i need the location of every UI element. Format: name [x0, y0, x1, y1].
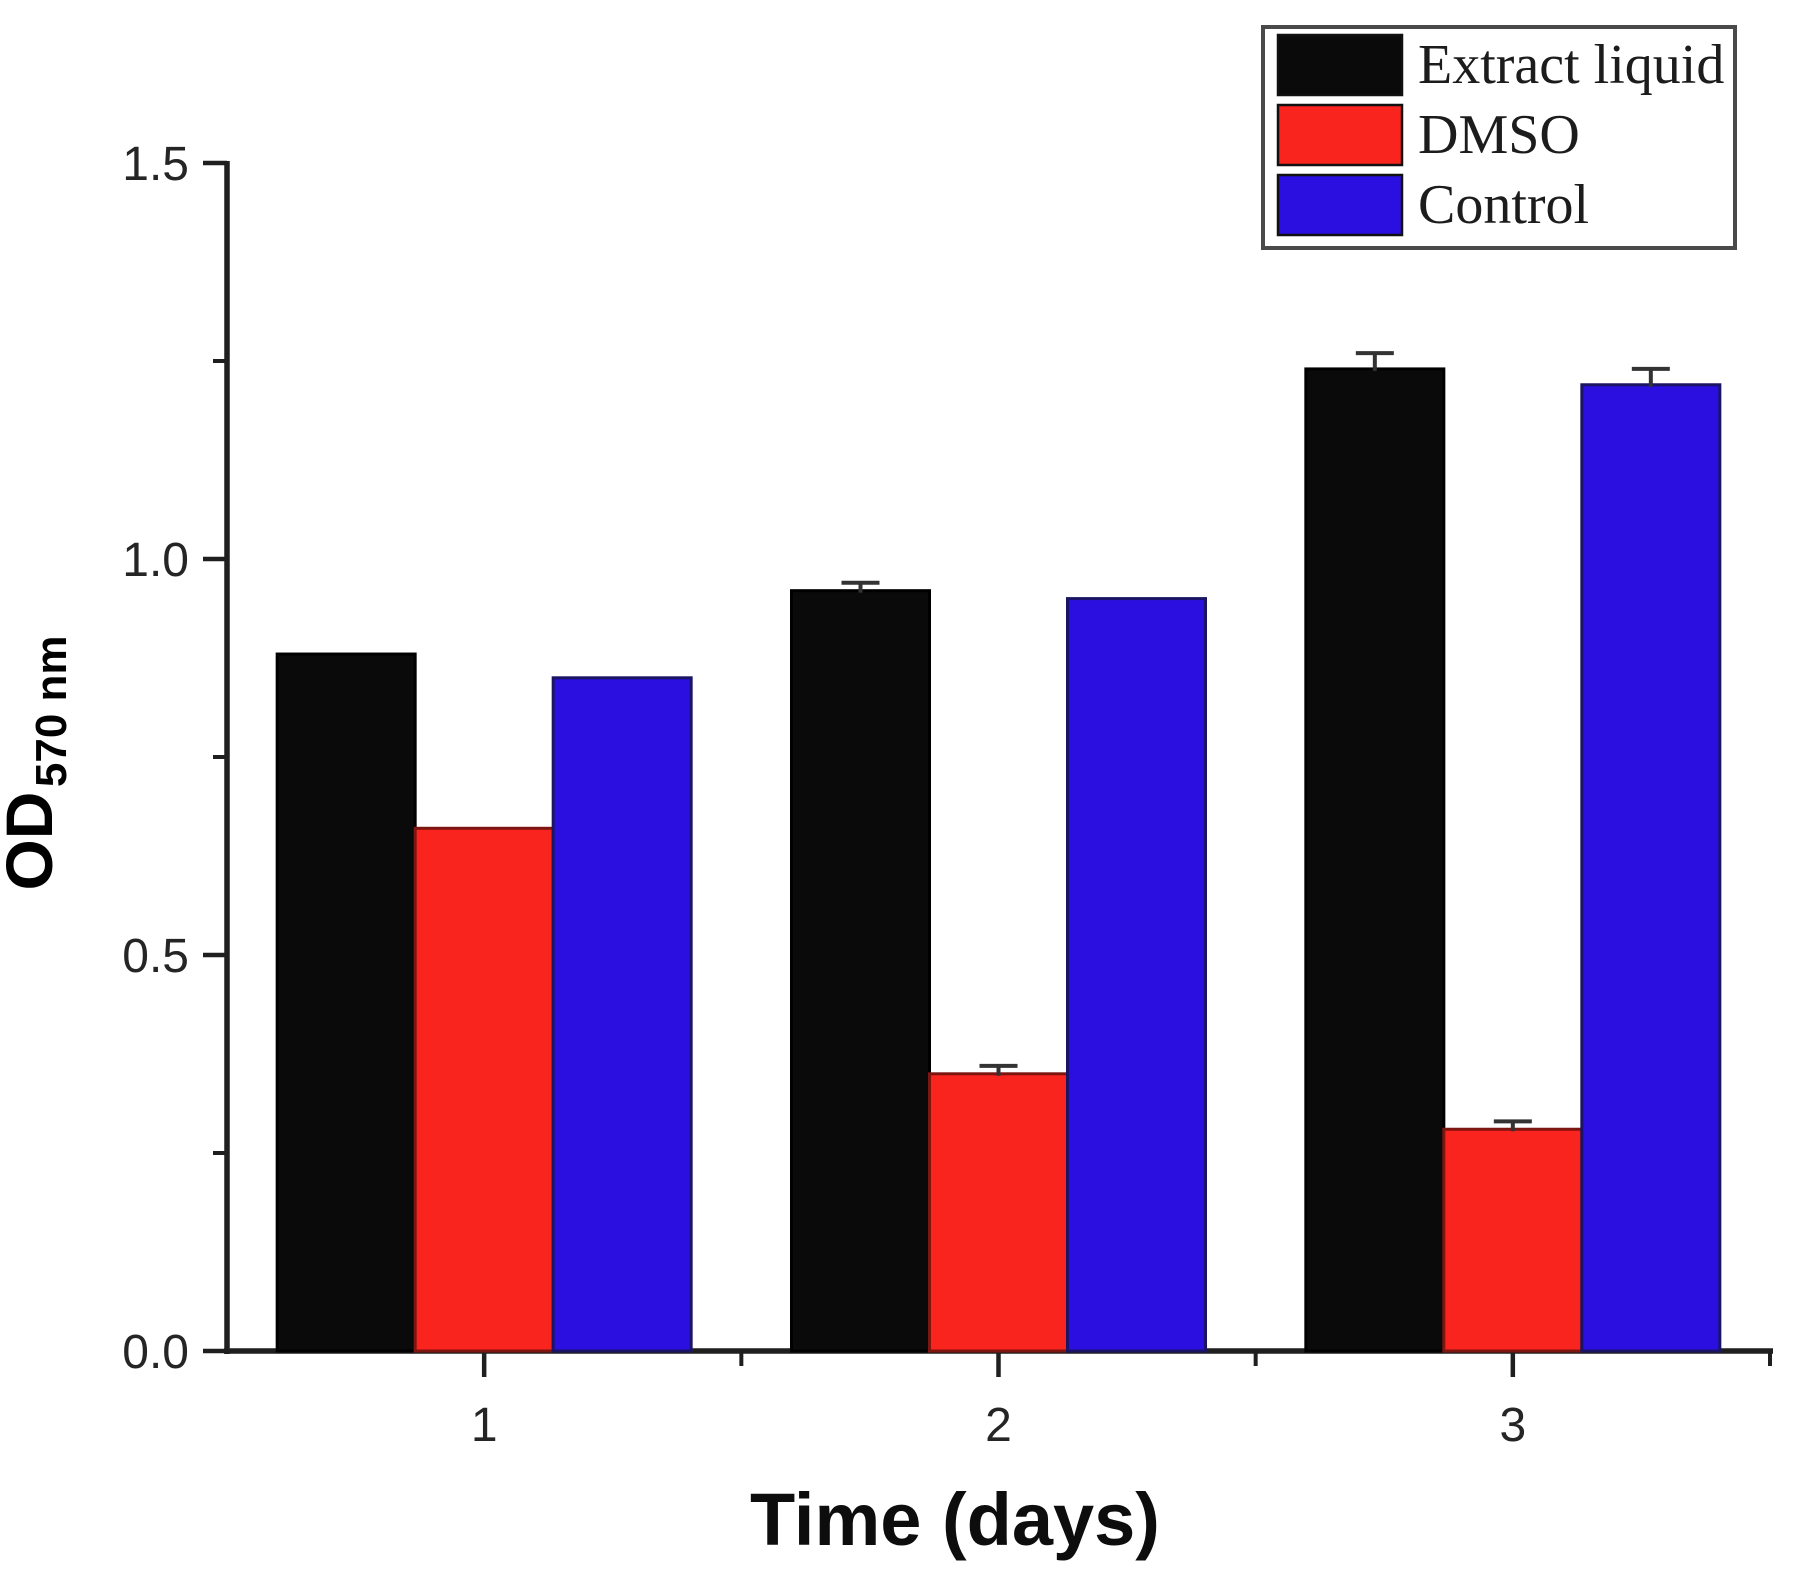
- bar-dmso-day-3: [1442, 1127, 1584, 1353]
- error-bar-extract-liquid-day-3: [1355, 351, 1394, 371]
- error-bar-extract-liquid-day-2: [841, 580, 880, 593]
- legend-label-dmso: DMSO: [1418, 104, 1580, 166]
- error-bar-dmso-day-3: [1493, 1119, 1532, 1132]
- x-tick-label-1: 1: [471, 1399, 498, 1452]
- legend-swatch-dmso: [1276, 103, 1404, 167]
- bars-layer: [275, 351, 1722, 1353]
- legend-label-control: Control: [1418, 174, 1589, 236]
- bar-control-day-3: [1580, 383, 1722, 1353]
- bar-extract-liquid-day-2: [790, 589, 931, 1353]
- x-axis-title: Time (days): [750, 1478, 1160, 1561]
- bar-control-day-2: [1066, 597, 1207, 1353]
- y-tick-label-1-0: 1.0: [122, 534, 189, 587]
- y-axis-title: OD 570 nm: [0, 635, 76, 890]
- y-axis-title-main: OD: [0, 792, 66, 891]
- y-tick-label-0-0: 0.0: [122, 1326, 189, 1379]
- legend-label-extract-liquid: Extract liquid: [1418, 34, 1724, 96]
- bar-dmso-day-1: [413, 826, 555, 1353]
- bar-extract-liquid-day-3: [1304, 367, 1446, 1353]
- error-bar-dmso-day-2: [979, 1063, 1018, 1076]
- error-bar-control-day-3: [1631, 366, 1670, 387]
- legend-swatch-extract-liquid: [1276, 33, 1404, 97]
- x-tick-label-3: 3: [1499, 1399, 1526, 1452]
- bar-extract-liquid-day-1: [275, 652, 417, 1353]
- y-axis-title-subscript: 570 nm: [27, 635, 76, 787]
- legend: Extract liquid DMSO Control: [1261, 25, 1737, 250]
- legend-swatch-control: [1276, 173, 1404, 237]
- y-tick-label-1-5: 1.5: [122, 138, 189, 191]
- y-tick-label-0-5: 0.5: [122, 930, 189, 983]
- bar-dmso-day-2: [928, 1072, 1069, 1353]
- x-tick-label-2: 2: [985, 1399, 1012, 1452]
- bar-control-day-1: [551, 676, 693, 1353]
